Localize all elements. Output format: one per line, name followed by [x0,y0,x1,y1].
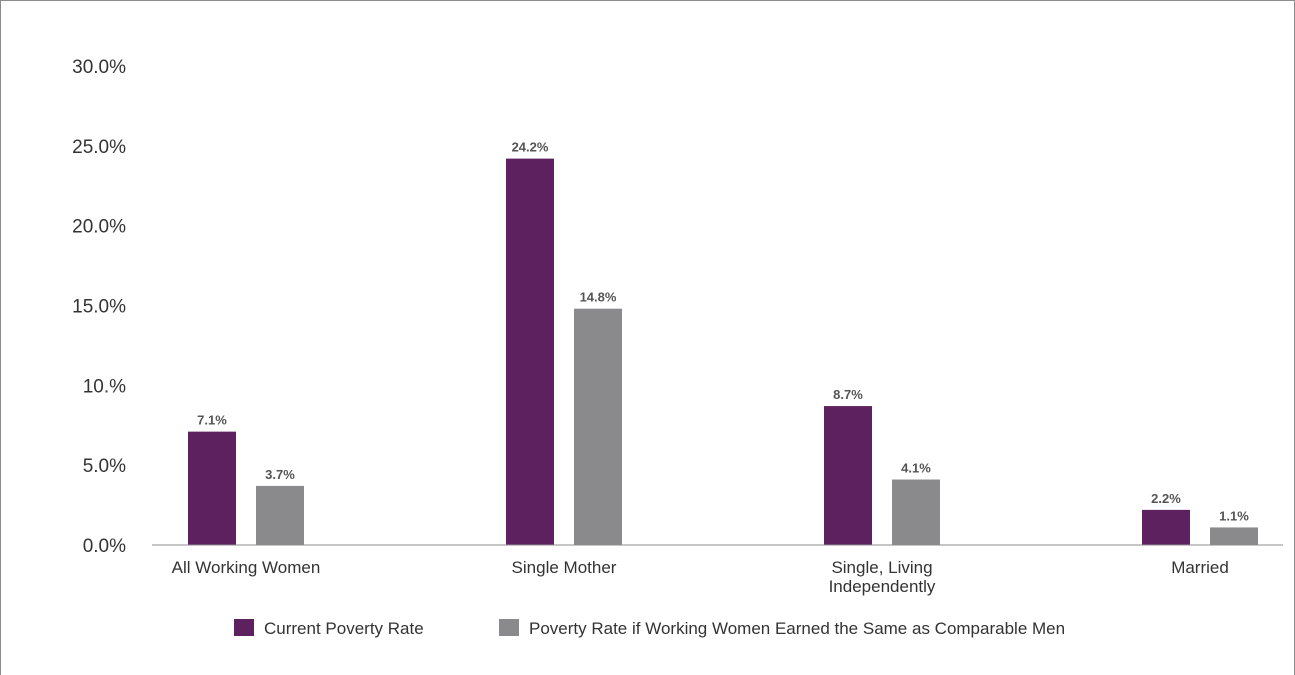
x-tick-label: Single, Living Independently [829,558,936,596]
bar-equal-pay [892,479,940,545]
bars-group: 7.1% 3.7% 24.2% 14.8% 8.7% 4.1% 2.2% 1.1% [188,140,1258,545]
x-tick-label: Married [1171,558,1229,577]
data-label: 3.7% [265,467,295,482]
bar-equal-pay [256,485,304,545]
y-tick-label: 20.0% [72,217,126,238]
data-label: 14.8% [580,290,617,305]
bar-current [506,158,554,545]
data-label: 24.2% [512,140,549,155]
data-label: 2.2% [1151,491,1181,506]
y-tick-label: 0.0% [83,536,126,557]
x-tick-label-line: Single, Living [831,558,932,577]
legend-label: Current Poverty Rate [264,619,424,638]
bar-current [1142,509,1190,545]
y-tick-label: 15.0% [72,297,126,318]
legend: Current Poverty Rate Poverty Rate if Work… [234,619,1065,638]
y-tick-label: 30.0% [72,57,126,78]
data-label: 8.7% [833,387,863,402]
bar-equal-pay [1210,527,1258,545]
y-tick-label: 25.0% [72,137,126,158]
legend-swatch [234,619,254,636]
x-tick-label-line: Single Mother [512,558,617,577]
data-label: 7.1% [197,413,227,428]
x-tick-label: Single Mother [512,558,617,577]
data-label: 4.1% [901,461,931,476]
legend-label: Poverty Rate if Working Women Earned the… [529,619,1065,638]
y-axis: 0.0% 5.0% 10.% 15.0% 20.0% 25.0% 30.0% [72,57,126,557]
x-tick-label-line: Independently [829,577,936,596]
y-tick-label: 10.% [83,376,126,397]
bar-current [824,406,872,545]
x-tick-label: All Working Women [172,558,321,577]
legend-swatch [499,619,519,636]
x-tick-label-line: All Working Women [172,558,321,577]
bar-equal-pay [574,308,622,545]
y-tick-label: 5.0% [83,456,126,477]
bar-current [188,431,236,545]
data-label: 1.1% [1219,508,1249,523]
x-tick-label-line: Married [1171,558,1229,577]
x-axis: All Working Women Single Mother Single, Li… [152,544,1283,596]
